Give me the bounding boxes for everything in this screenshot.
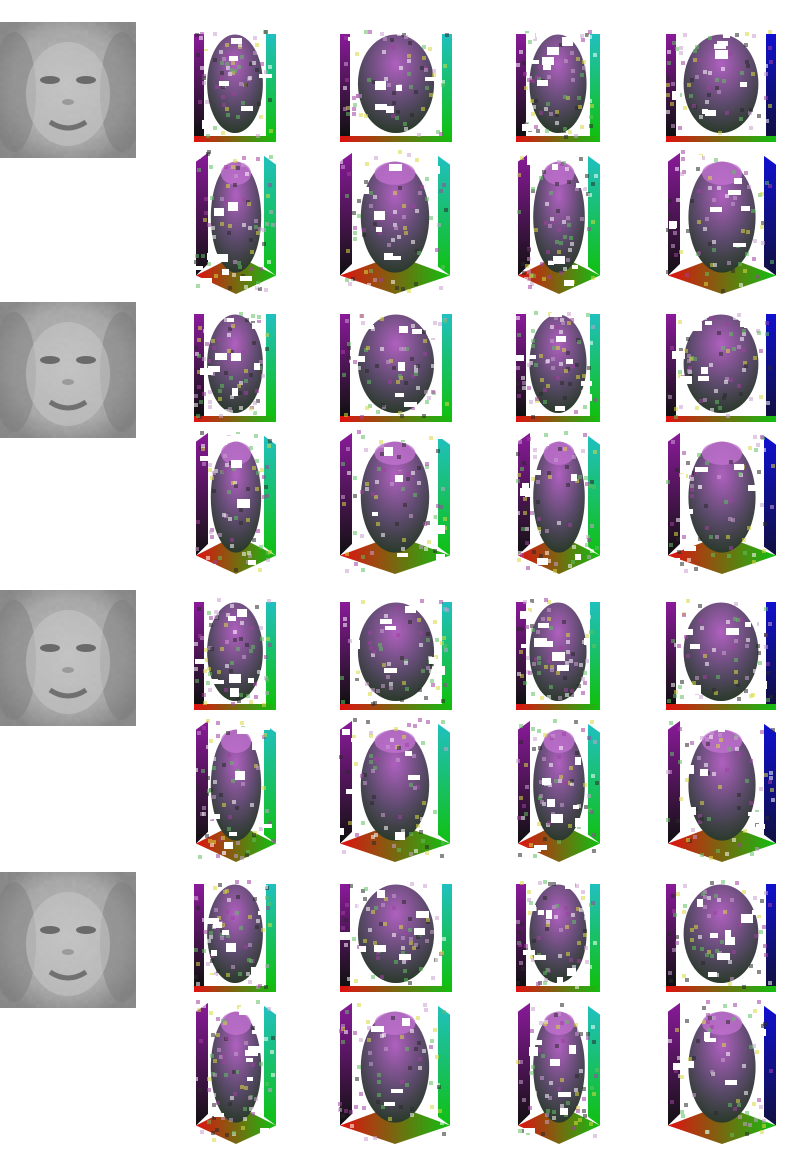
voxel-elev-s1-v1 bbox=[194, 150, 278, 296]
voxel-elev-s4-v3 bbox=[516, 1000, 602, 1146]
voxel-front-s4-v3 bbox=[516, 880, 600, 992]
face-image-4 bbox=[0, 872, 136, 1008]
voxel-elev-s4-v4 bbox=[666, 1000, 778, 1146]
face-image-2 bbox=[0, 302, 136, 438]
voxel-elev-s2-v4 bbox=[666, 430, 778, 576]
voxel-front-s3-v4 bbox=[666, 598, 776, 710]
voxel-front-s1-v2 bbox=[340, 30, 452, 142]
voxel-front-s1-v1 bbox=[194, 30, 276, 142]
voxel-front-s2-v4 bbox=[666, 310, 776, 422]
voxel-elev-s1-v2 bbox=[338, 150, 452, 296]
voxel-front-s3-v2 bbox=[340, 598, 452, 710]
voxel-front-s4-v2 bbox=[340, 880, 452, 992]
voxel-front-s3-v3 bbox=[516, 598, 600, 710]
voxel-front-s2-v3 bbox=[516, 310, 600, 422]
voxel-elev-s3-v2 bbox=[338, 718, 452, 864]
voxel-front-s1-v4 bbox=[666, 30, 776, 142]
voxel-front-s1-v3 bbox=[516, 30, 600, 142]
voxel-elev-s2-v3 bbox=[516, 430, 602, 576]
face-image-1 bbox=[0, 22, 136, 158]
voxel-front-s4-v1 bbox=[194, 880, 276, 992]
voxel-elev-s2-v1 bbox=[194, 430, 278, 576]
voxel-front-s3-v1 bbox=[194, 598, 276, 710]
voxel-front-s2-v1 bbox=[194, 310, 276, 422]
voxel-front-s4-v4 bbox=[666, 880, 776, 992]
voxel-elev-s3-v1 bbox=[194, 718, 278, 864]
voxel-elev-s3-v4 bbox=[666, 718, 778, 864]
voxel-elev-s2-v2 bbox=[338, 430, 452, 576]
voxel-elev-s1-v3 bbox=[516, 150, 602, 296]
voxel-elev-s4-v2 bbox=[338, 1000, 452, 1146]
voxel-elev-s4-v1 bbox=[194, 1000, 278, 1146]
voxel-elev-s1-v4 bbox=[666, 150, 778, 296]
voxel-front-s2-v2 bbox=[340, 310, 452, 422]
face-image-3 bbox=[0, 590, 136, 726]
voxel-elev-s3-v3 bbox=[516, 718, 602, 864]
